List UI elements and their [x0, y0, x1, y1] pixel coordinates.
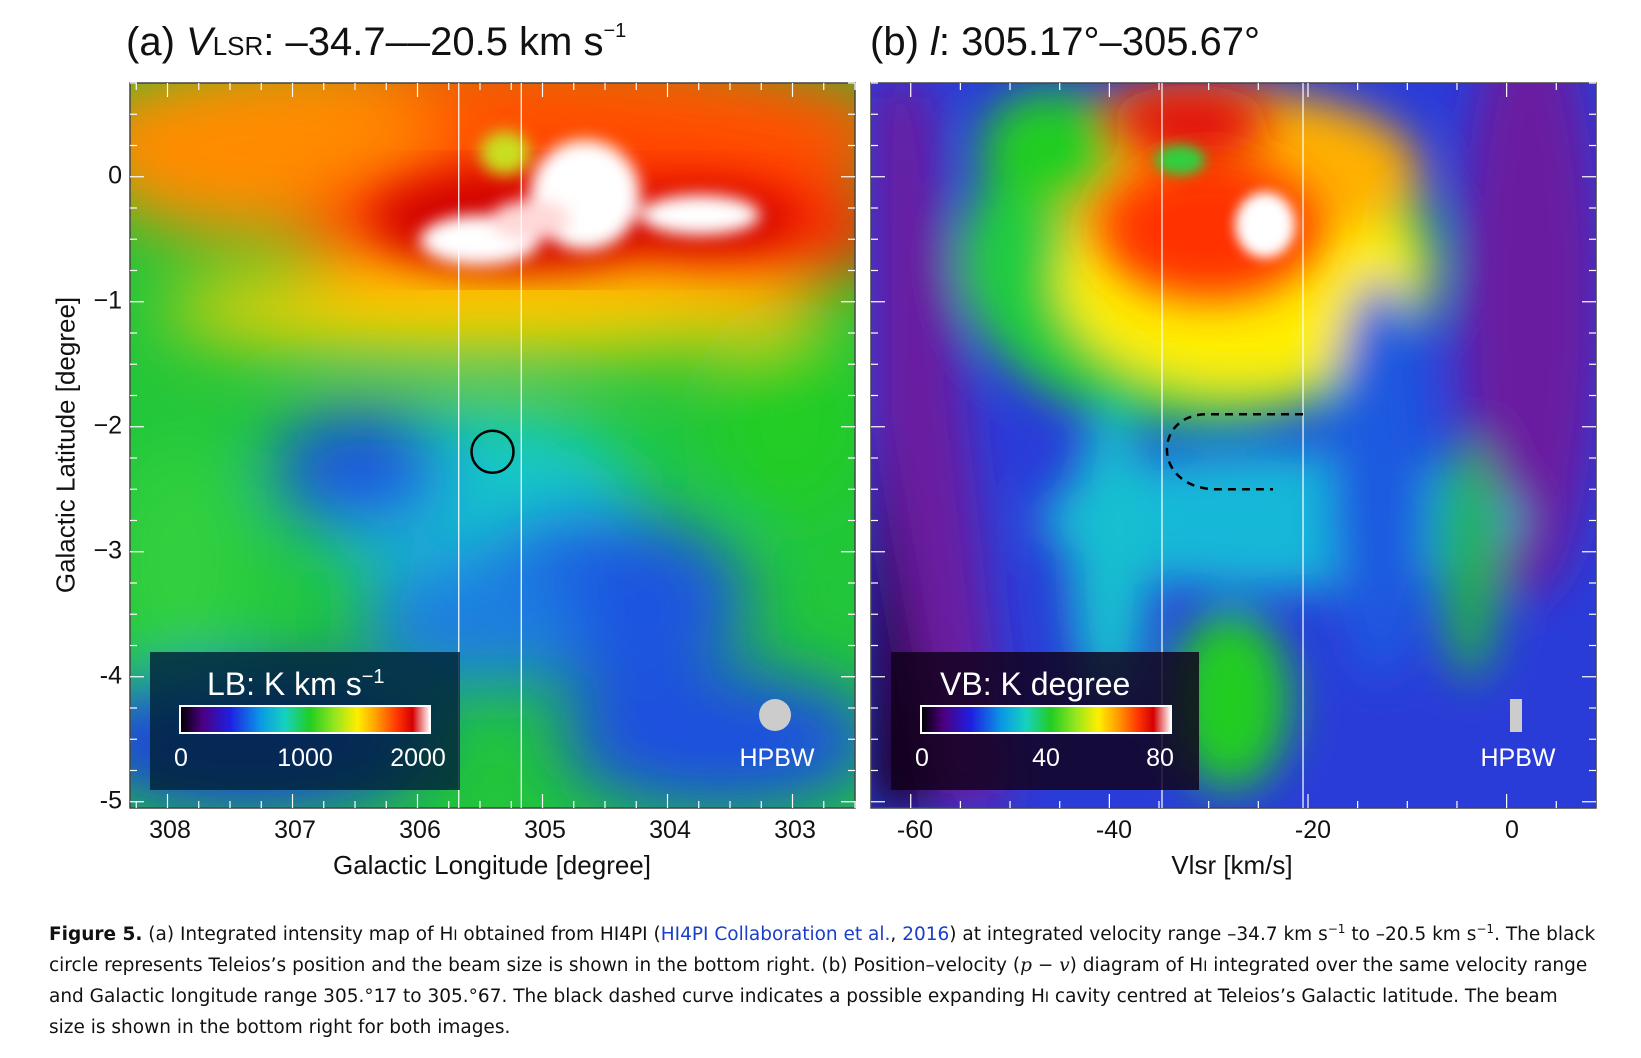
panel-b-beam-label: HPBW	[1481, 744, 1556, 772]
panel-a-x-tick: 307	[274, 816, 316, 844]
panel-b-x-tick: -60	[896, 816, 934, 844]
panel-a-colorbar-title: LB: K km s−1	[207, 666, 385, 702]
panel-a-y-tick: -4	[99, 661, 122, 690]
panel-a-x-tick: 306	[399, 816, 441, 844]
panel-b-colorbar-tick: 80	[1146, 744, 1174, 772]
citation-year-link[interactable]: 2016	[902, 924, 950, 945]
panel-b-x-axis-title: Vlsr [km/s]	[1171, 850, 1293, 880]
panel-a-x-tick: 304	[649, 816, 691, 844]
panel-a-colorbar: LB: K km s−1 0 1000 2000	[150, 652, 460, 790]
panel-a-frame	[129, 82, 856, 809]
panel-a-beam-label: HPBW	[740, 744, 815, 772]
panel-a-colorbar-tick: 1000	[277, 744, 333, 772]
panel-b-colorbar-title: VB: K degree	[940, 666, 1130, 702]
panel-b-colorbar: VB: K degree 0 40 80	[891, 652, 1199, 790]
panel-a-x-axis-title: Galactic Longitude [degree]	[333, 850, 651, 880]
panel-a-beam-marker	[759, 699, 791, 731]
panel-a-x-tick: 305	[524, 816, 566, 844]
citation-link[interactable]: HI4PI Collaboration et al.	[660, 924, 891, 945]
panel-a-y-tick: −3	[93, 536, 122, 565]
panel-b-title: (b) l: 305.17°–305.67°	[870, 20, 1261, 64]
panel-a-title: (a) VLSR: –34.7––20.5 km s−1	[126, 20, 627, 64]
panel-b-colorbar-tick: 40	[1032, 744, 1060, 772]
panel-a-y-tick: -5	[99, 786, 122, 815]
panel-a-colorbar-tick: 2000	[390, 744, 446, 772]
panel-b-x-tick: -40	[1095, 816, 1133, 844]
figure-caption: Figure 5. (a) Integrated intensity map o…	[49, 922, 1596, 1038]
teleios-position-circle	[470, 429, 515, 474]
panel-b-x-tick: 0	[1505, 816, 1519, 844]
panel-a-y-axis-title: Galactic Latitude [degree]	[50, 296, 81, 594]
panel-a-x-tick: 308	[149, 816, 191, 844]
panel-a-x-tick: 303	[774, 816, 816, 844]
panel-b-beam-marker	[1510, 699, 1522, 732]
panel-a-y-tick: −1	[93, 286, 122, 315]
panel-b-tick-marks	[871, 82, 1596, 808]
panel-a-y-tick: 0	[108, 161, 122, 190]
panel-a-colorbar-tick: 0	[174, 744, 188, 772]
panel-a-y-tick: −2	[93, 411, 122, 440]
panel-a-tick-marks	[130, 82, 856, 808]
panel-b-colorbar-tick: 0	[915, 744, 929, 772]
panel-b-frame	[870, 82, 1597, 809]
expanding-cavity-dashed-curve	[1165, 413, 1304, 491]
panel-b-x-tick: -20	[1294, 816, 1332, 844]
